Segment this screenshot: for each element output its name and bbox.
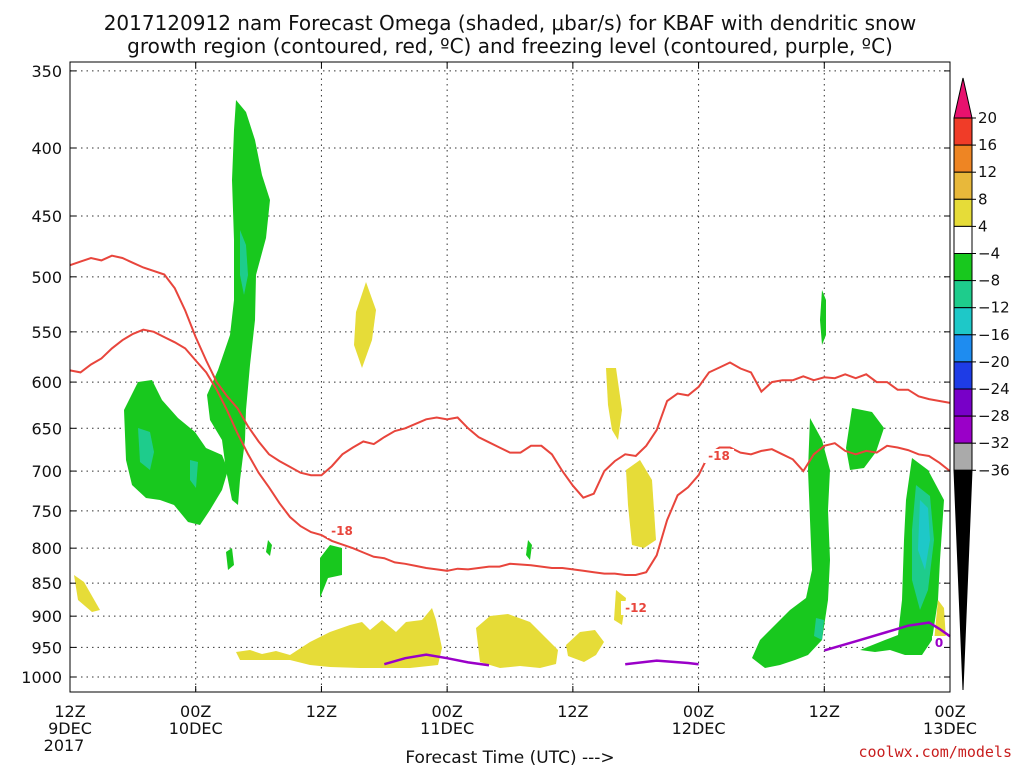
x-tick-label: 10DEC — [169, 719, 223, 738]
colorbar-swatch — [953, 225, 973, 254]
colorbar-label: −28 — [978, 407, 1010, 425]
y-tick-label: 650 — [31, 419, 62, 438]
colorbar-swatch — [953, 307, 973, 336]
x-tick-label: 00Z — [683, 702, 714, 721]
omega-region-teal — [240, 230, 248, 295]
colorbar-label: 20 — [978, 109, 997, 127]
y-tick-label: 450 — [31, 207, 62, 226]
colorbar-swatch — [953, 171, 973, 200]
omega-region-teal — [138, 428, 154, 470]
colorbar-swatch — [953, 253, 973, 282]
omega-region-green — [266, 540, 272, 556]
y-tick-label: 800 — [31, 539, 62, 558]
colorbar-label: −8 — [978, 272, 1000, 290]
contour-labels: -18 -18 -12 0 — [327, 449, 946, 650]
contour-line--12 — [69, 328, 951, 576]
x-tick-label: 00Z — [934, 702, 965, 721]
colorbar-label: −20 — [978, 353, 1010, 371]
omega-region-green — [226, 548, 234, 570]
colorbar-label: −16 — [978, 326, 1010, 344]
contour-label-zero: 0 — [935, 636, 943, 650]
colorbar-label: −32 — [978, 434, 1010, 452]
x-tick-label: 12Z — [306, 702, 337, 721]
x-tick-label: 12Z — [557, 702, 588, 721]
y-tick-label: 1000 — [21, 668, 62, 687]
omega-region-yellow — [614, 590, 626, 625]
source-credit: coolwx.com/models — [858, 743, 1012, 761]
colorbar-label: −36 — [978, 461, 1010, 479]
chart-title-line2: growth region (contoured, red, ºC) and f… — [127, 34, 893, 58]
omega-region-yellow — [626, 460, 656, 548]
y-tick-label: 400 — [31, 139, 62, 158]
omega-region-teal — [190, 460, 198, 488]
y-tick-label: 750 — [31, 502, 62, 521]
contour-line-0 — [823, 621, 951, 652]
colorbar-swatch — [953, 334, 973, 363]
y-tick-label: 900 — [31, 607, 62, 626]
omega-region-green — [752, 418, 830, 668]
y-tick-label: 550 — [31, 323, 62, 342]
omega-region-teal — [814, 618, 824, 640]
contour-line-0 — [383, 653, 490, 667]
y-tick-label: 600 — [31, 373, 62, 392]
x-tick-label: 00Z — [431, 702, 462, 721]
contour-line-0 — [625, 659, 699, 666]
omega-region-yellow — [606, 368, 622, 440]
contour-label-minus12: -12 — [625, 601, 647, 615]
colorbar-label: −24 — [978, 380, 1010, 398]
colorbar-arrow-top — [953, 77, 973, 119]
contour-label-minus18: -18 — [331, 524, 353, 538]
colorbar-swatch — [953, 442, 973, 471]
colorbar-label: −12 — [978, 299, 1010, 317]
y-axis: 2503003504004505005506006507007508008509… — [21, 62, 950, 687]
colorbar-swatch — [953, 198, 973, 227]
colorbar-label: 12 — [978, 163, 997, 181]
x-tick-label: 13DEC — [923, 719, 977, 738]
omega-region-green — [526, 540, 532, 560]
contour-label-minus18: -18 — [708, 449, 730, 463]
y-tick-label: 700 — [31, 462, 62, 481]
colorbar-swatch — [953, 415, 973, 444]
x-tick-label: 11DEC — [420, 719, 474, 738]
omega-region-green — [820, 290, 826, 345]
omega-region-yellow — [566, 630, 604, 662]
y-tick-label: 500 — [31, 268, 62, 287]
colorbar-swatch — [953, 117, 973, 146]
colorbar-label: 4 — [978, 217, 988, 235]
omega-region-yellow — [236, 608, 442, 668]
x-tick-label: 12Z — [809, 702, 840, 721]
x-tick-label: 2017 — [44, 736, 85, 755]
omega-region-yellow — [354, 282, 376, 368]
x-tick-label: 12DEC — [672, 719, 726, 738]
omega-region-yellow — [476, 614, 558, 668]
y-tick-label: 350 — [31, 62, 62, 81]
colorbar-label: 16 — [978, 136, 997, 154]
chart-title-line1: 2017120912 nam Forecast Omega (shaded, μ… — [104, 11, 917, 35]
y-tick-label: 950 — [31, 638, 62, 657]
x-tick-label: 00Z — [180, 702, 211, 721]
contour-line--18 — [69, 254, 951, 499]
x-tick-label: 12Z — [54, 702, 85, 721]
omega-region-yellow — [74, 575, 100, 612]
plot-frame — [69, 61, 951, 693]
colorbar-swatch — [953, 280, 973, 309]
y-tick-label: 850 — [31, 574, 62, 593]
colorbar-swatch — [953, 361, 973, 390]
omega-region-green — [124, 380, 228, 525]
colorbar: 20 16 12 8 4 −4 −8 −12 −16 −20 −24 −28 −32 −36 — [953, 77, 1010, 691]
colorbar-arrow-bottom — [953, 469, 973, 691]
colorbar-label: 8 — [978, 190, 988, 208]
contours — [69, 254, 951, 667]
x-axis-label: Forecast Time (UTC) ---> — [405, 748, 614, 768]
colorbar-swatch — [953, 144, 973, 173]
omega-region-green — [320, 545, 342, 598]
colorbar-label: −4 — [978, 245, 1000, 263]
omega-region-cyan — [918, 500, 930, 570]
colorbar-swatch — [953, 388, 973, 417]
x-tick-label: 9DEC — [48, 719, 92, 738]
